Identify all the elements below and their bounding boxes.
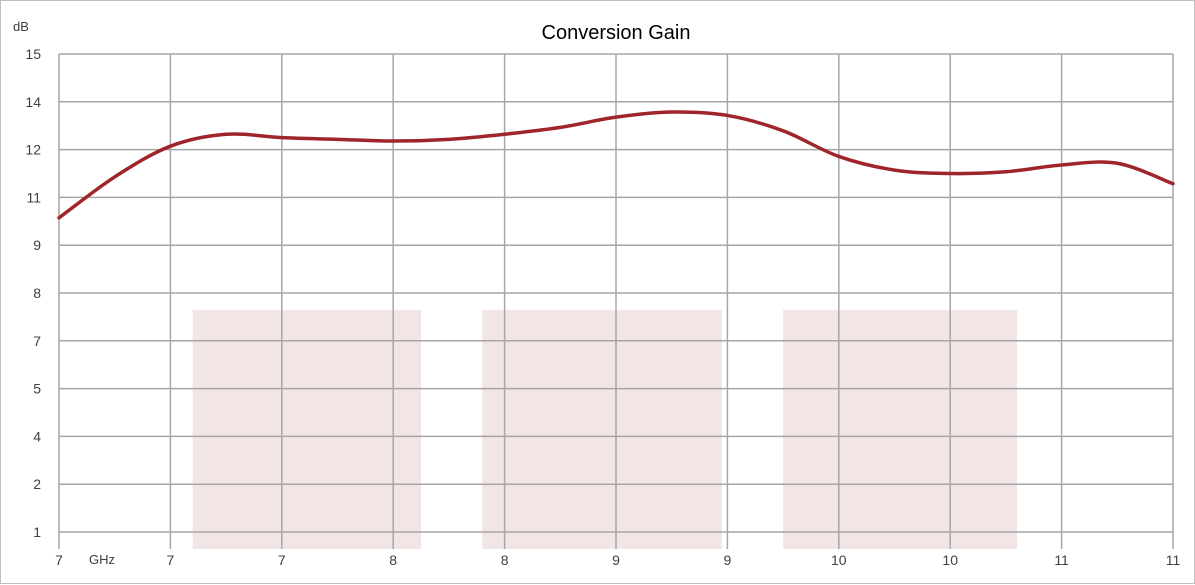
y-tick-label: 4 xyxy=(33,428,41,444)
chart-title: Conversion Gain xyxy=(542,22,691,44)
x-tick-label: 11 xyxy=(1166,552,1181,568)
shaded-bands xyxy=(192,310,1018,549)
x-tick-label: 7 xyxy=(167,552,175,568)
y-tick-label: 14 xyxy=(25,94,41,110)
x-tick-label: 11 xyxy=(1054,552,1069,568)
y-tick-label: 7 xyxy=(33,333,41,349)
y-axis-unit: dB xyxy=(13,19,29,34)
y-tick-label: 15 xyxy=(25,46,41,62)
y-tick-label: 2 xyxy=(33,476,41,492)
shaded-band-2 xyxy=(482,310,722,549)
x-tick-label: 10 xyxy=(942,552,958,568)
x-tick-label: 8 xyxy=(501,552,509,568)
x-tick-label: 10 xyxy=(831,552,847,568)
x-tick-label: 7 xyxy=(278,552,286,568)
y-tick-label: 9 xyxy=(33,237,41,253)
y-tick-label: 12 xyxy=(25,142,41,158)
x-tick-label: 9 xyxy=(724,552,732,568)
shaded-band-1 xyxy=(192,310,422,549)
y-tick-label: 1 xyxy=(33,524,41,540)
x-tick-label: 7 xyxy=(55,552,63,568)
x-tick-label: 9 xyxy=(612,552,620,568)
y-tick-label: 8 xyxy=(33,285,41,301)
shaded-band-3 xyxy=(783,310,1018,549)
x-axis-unit: GHz xyxy=(89,552,115,567)
x-tick-labels: 7 7 7 8 8 9 9 10 10 11 11 xyxy=(55,552,1180,568)
x-tick-label: 8 xyxy=(389,552,397,568)
grid-lines xyxy=(58,53,1174,549)
y-tick-label: 11 xyxy=(26,189,41,205)
y-tick-label: 5 xyxy=(33,381,41,397)
series-line-conversion-gain xyxy=(57,110,1175,220)
